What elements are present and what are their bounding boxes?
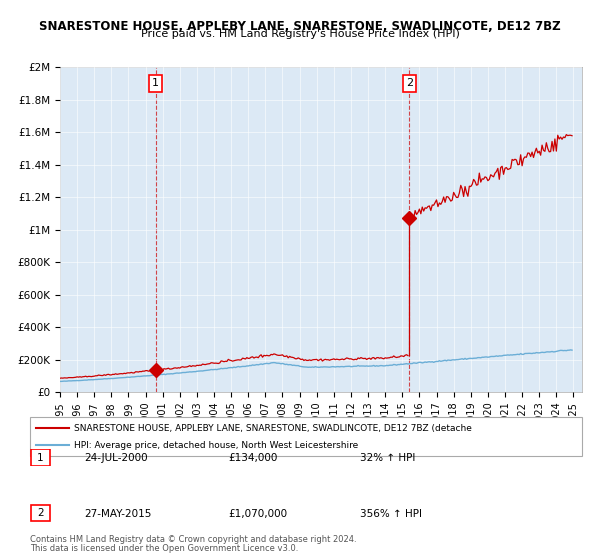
Text: £1,070,000: £1,070,000	[228, 508, 287, 519]
Text: 356% ↑ HPI: 356% ↑ HPI	[360, 508, 422, 519]
Text: SNARESTONE HOUSE, APPLEBY LANE, SNARESTONE, SWADLINCOTE, DE12 7BZ (detache: SNARESTONE HOUSE, APPLEBY LANE, SNARESTO…	[74, 424, 472, 433]
Text: Price paid vs. HM Land Registry's House Price Index (HPI): Price paid vs. HM Land Registry's House …	[140, 29, 460, 39]
Text: 1: 1	[37, 452, 44, 463]
Text: £134,000: £134,000	[228, 453, 277, 463]
Text: 1: 1	[152, 78, 159, 88]
FancyBboxPatch shape	[31, 505, 50, 521]
FancyBboxPatch shape	[30, 417, 582, 456]
Text: This data is licensed under the Open Government Licence v3.0.: This data is licensed under the Open Gov…	[30, 544, 298, 553]
Text: 2: 2	[37, 508, 44, 518]
FancyBboxPatch shape	[31, 450, 50, 465]
Text: 27-MAY-2015: 27-MAY-2015	[84, 508, 151, 519]
Text: 24-JUL-2000: 24-JUL-2000	[84, 453, 148, 463]
Text: HPI: Average price, detached house, North West Leicestershire: HPI: Average price, detached house, Nort…	[74, 441, 358, 450]
Text: Contains HM Land Registry data © Crown copyright and database right 2024.: Contains HM Land Registry data © Crown c…	[30, 535, 356, 544]
Text: 2: 2	[406, 78, 413, 88]
Text: SNARESTONE HOUSE, APPLEBY LANE, SNARESTONE, SWADLINCOTE, DE12 7BZ: SNARESTONE HOUSE, APPLEBY LANE, SNARESTO…	[39, 20, 561, 32]
Text: 32% ↑ HPI: 32% ↑ HPI	[360, 453, 415, 463]
